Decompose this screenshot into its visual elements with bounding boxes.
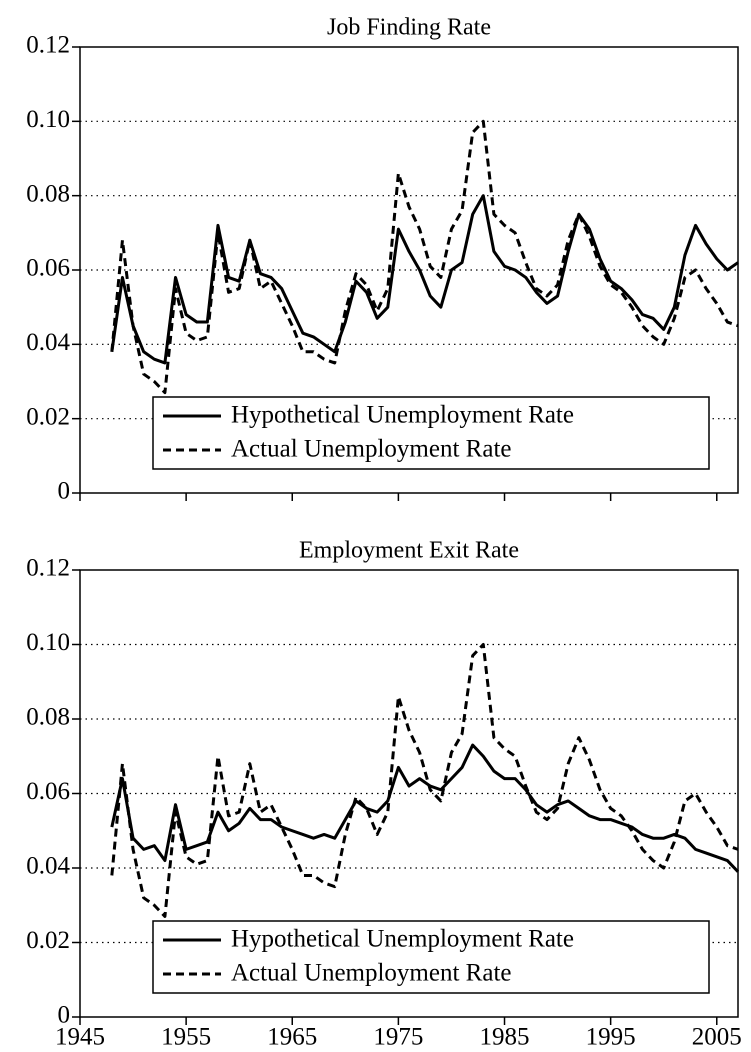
data-line (110, 119, 739, 395)
legend-box (152, 920, 710, 994)
y-tick-label: 0.08 (26, 704, 70, 731)
chart-title: Employment Exit Rate (299, 538, 519, 564)
x-tick-label: 2005 (692, 1024, 742, 1051)
y-tick-label: 0.04 (26, 853, 70, 880)
legend-label: Hypothetical Unemployment Rate (231, 926, 574, 953)
legend-label: Actual Unemployment Rate (231, 436, 511, 463)
data-line (110, 643, 739, 918)
y-tick-label: 0.04 (26, 329, 70, 356)
y-tick-label: 0.06 (26, 778, 70, 805)
y-tick-label: 0.08 (26, 180, 70, 207)
x-tick-label: 1995 (586, 1024, 636, 1051)
y-tick-label: 0.10 (26, 629, 70, 656)
x-tick-label: 1975 (373, 1024, 423, 1051)
y-tick-label: 0.06 (26, 255, 70, 282)
legend-label: Actual Unemployment Rate (231, 960, 511, 987)
x-tick-label: 1955 (161, 1024, 211, 1051)
y-tick-label: 0 (58, 478, 71, 505)
y-tick-label: 0.12 (26, 32, 70, 59)
chart-title: Job Finding Rate (327, 15, 491, 41)
legend-box (152, 396, 710, 470)
plot-frame (79, 569, 739, 1018)
x-tick-label: 1945 (55, 1024, 105, 1051)
x-tick-label: 1985 (480, 1024, 530, 1051)
data-line (110, 743, 740, 873)
y-tick-label: 0.10 (26, 106, 70, 133)
legend-label: Hypothetical Unemployment Rate (231, 402, 574, 429)
y-tick-label: 0.02 (26, 403, 70, 430)
x-tick-label: 1965 (267, 1024, 317, 1051)
y-tick-label: 0.02 (26, 927, 70, 954)
plot-frame (79, 46, 739, 494)
y-tick-label: 0.12 (26, 555, 70, 582)
y-tick-label: 0 (58, 1002, 71, 1029)
